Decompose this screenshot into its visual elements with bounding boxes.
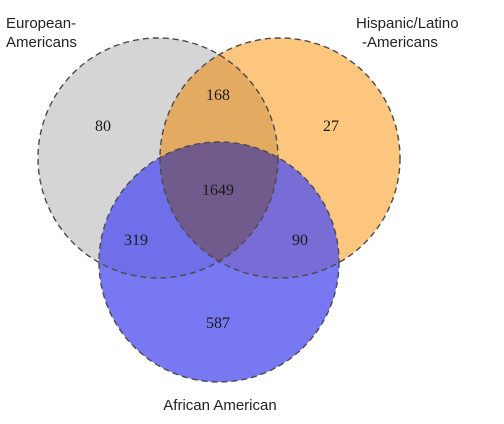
count-european-african: 319 <box>124 232 148 249</box>
hispanic-circle-outline <box>159 37 401 279</box>
region-counts: 80 168 27 1649 319 90 587 <box>95 87 339 332</box>
hispanic-label: Hispanic/Latino -Americans <box>356 15 463 51</box>
set-outlines <box>37 37 401 383</box>
european-circle-outline <box>37 37 279 279</box>
count-european-hispanic: 168 <box>206 87 230 104</box>
european-hispanic-overlap <box>160 38 278 278</box>
set-fills <box>38 38 400 382</box>
count-african-only: 587 <box>206 315 230 332</box>
count-hispanic-african: 90 <box>292 232 308 249</box>
count-hispanic-only: 27 <box>323 118 339 135</box>
count-european-only: 80 <box>95 118 111 135</box>
set-labels: European- Americans Hispanic/Latino -Ame… <box>6 15 463 414</box>
european-label: European- Americans <box>6 15 80 51</box>
african-label: African American <box>163 397 276 414</box>
african-circle-outline <box>98 141 340 383</box>
count-all-three: 1649 <box>202 182 234 199</box>
